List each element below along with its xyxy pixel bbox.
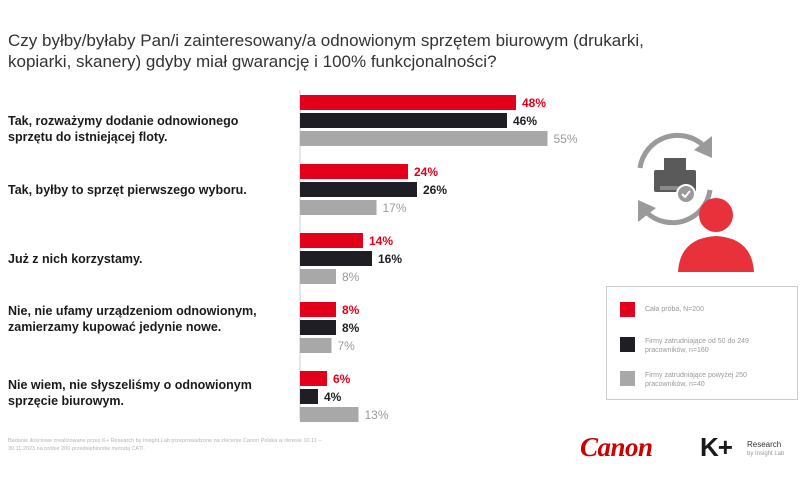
kplus-logo: K+ <box>700 432 733 462</box>
bar-large <box>300 200 377 215</box>
bar-total <box>300 302 336 317</box>
legend-text: Firmy zatrudniające powyżej 250 pracowni… <box>645 372 747 388</box>
category-label: Nie, nie ufamy urządzeniom odnowionym, z… <box>8 304 257 334</box>
chart-title: Czy byłby/byłaby Pan/i zainteresowany/a … <box>8 31 644 71</box>
legend-swatch <box>620 371 635 386</box>
legend: Cała próba, N=200 Firmy zatrudniające od… <box>606 286 798 400</box>
footnote: Badanie ilościowe zrealizowane przez K+ … <box>8 438 322 452</box>
bar-value-label: 8% <box>342 321 360 335</box>
bar-value-label: 4% <box>324 390 342 404</box>
legend-text: Firmy zatrudniające od 50 do 249 pracown… <box>645 338 749 354</box>
bar-labels-layer: 48% 46% 55% 24% 26% 17% 14% 16% 8% 8% 8% 7% 6% 4% 13% <box>324 96 578 422</box>
bar-large <box>300 269 336 284</box>
bar-total <box>300 233 363 248</box>
bar-value-label: 13% <box>365 408 389 422</box>
bar-mid <box>300 389 318 404</box>
legend-swatch <box>620 302 635 317</box>
bar-mid <box>300 251 372 266</box>
bar-value-label: 6% <box>333 372 351 386</box>
bar-mid <box>300 113 507 128</box>
bar-total <box>300 95 516 110</box>
bar-value-label: 8% <box>342 270 360 284</box>
bar-value-label: 48% <box>522 96 546 110</box>
bar-value-label: 17% <box>383 201 407 215</box>
bar-value-label: 16% <box>378 252 402 266</box>
bar-value-label: 24% <box>414 165 438 179</box>
bar-value-label: 14% <box>369 234 393 248</box>
kplus-logo-line1: Research <box>747 440 782 449</box>
canon-logo: Canon <box>580 432 653 462</box>
bar-total <box>300 371 327 386</box>
bar-large <box>300 407 359 422</box>
bars-layer <box>300 95 548 422</box>
bar-total <box>300 164 408 179</box>
legend-text: Cała próba, N=200 <box>645 306 704 313</box>
category-label: Nie wiem, nie słyszeliśmy o odnowionym s… <box>8 378 252 408</box>
bar-value-label: 55% <box>554 132 578 146</box>
category-label: Już z nich korzystamy. <box>8 252 143 266</box>
bar-mid <box>300 182 417 197</box>
bar-value-label: 26% <box>423 183 447 197</box>
kplus-logo-line2: by Insight Lab <box>747 451 785 457</box>
bar-value-label: 7% <box>338 339 356 353</box>
refurbished-printer-user-icon <box>637 132 754 272</box>
bar-large <box>300 338 332 353</box>
bar-value-label: 46% <box>513 114 537 128</box>
category-label: Tak, rozważymy dodanie odnowionego sprzę… <box>8 114 239 144</box>
bar-mid <box>300 320 336 335</box>
bar-large <box>300 131 548 146</box>
bar-value-label: 8% <box>342 303 360 317</box>
legend-swatch <box>620 337 635 352</box>
category-label: Tak, byłby to sprzęt pierwszego wyboru. <box>8 183 247 197</box>
